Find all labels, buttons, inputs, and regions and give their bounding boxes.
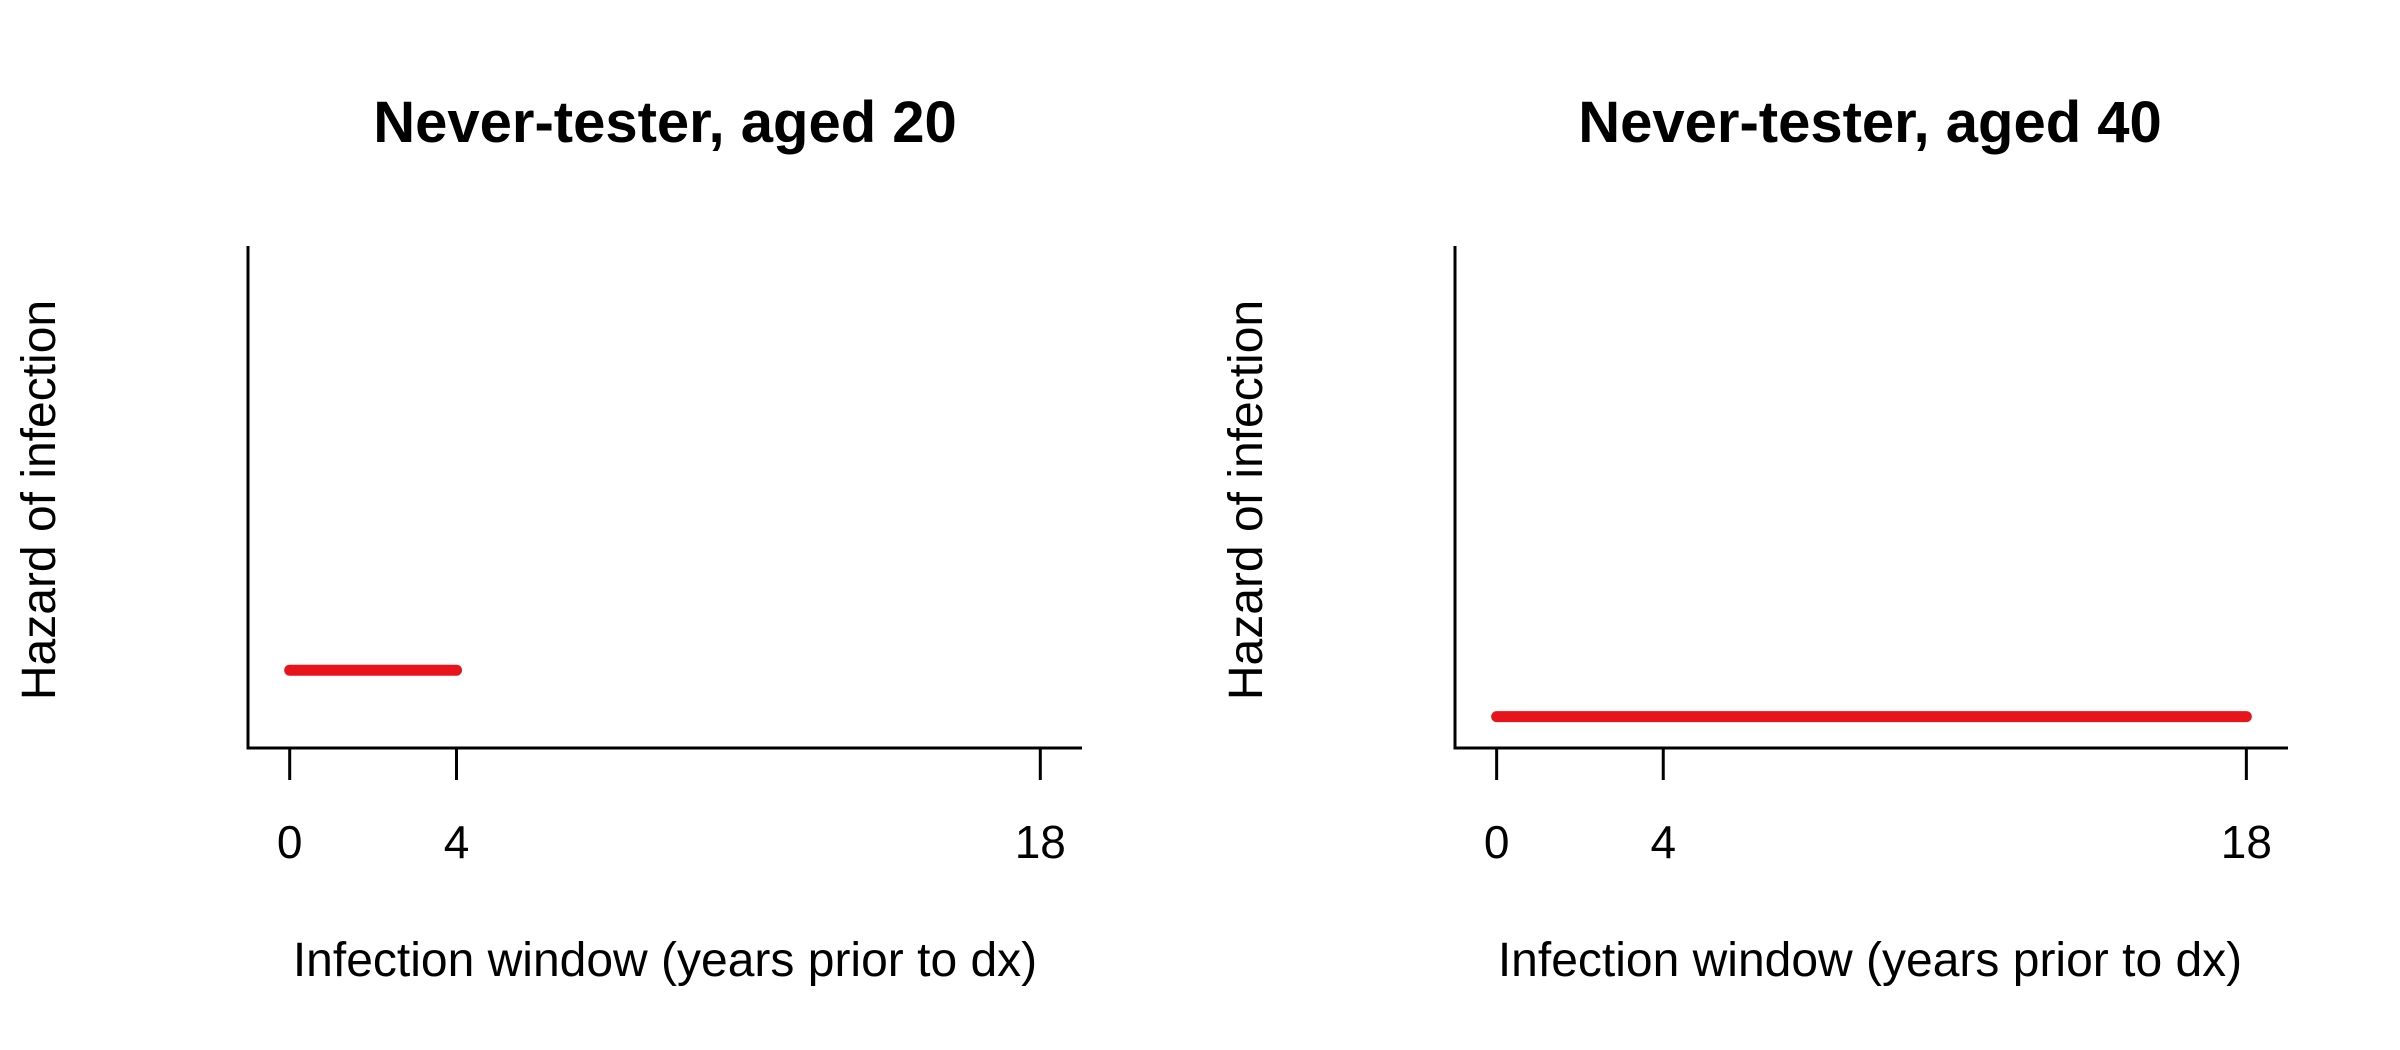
axes-frame [246, 246, 1082, 750]
chart-title: Never-tester, aged 40 [1578, 90, 2162, 155]
x-tick-label: 18 [2221, 816, 2272, 868]
chart-panel-aged-20: Never-tester, aged 20 Hazard of infectio… [13, 90, 1082, 987]
x-tick-label: 0 [277, 816, 303, 868]
x-tick-label: 0 [1484, 816, 1510, 868]
x-tick-label: 4 [1650, 816, 1676, 868]
y-axis-label: Hazard of infection [13, 300, 66, 700]
x-axis-label: Infection window (years prior to dx) [1498, 934, 2242, 987]
chart-title: Never-tester, aged 20 [373, 90, 957, 155]
axes-frame [1453, 246, 2288, 750]
x-tick-label: 18 [1015, 816, 1066, 868]
y-axis-label: Hazard of infection [1220, 300, 1273, 700]
x-tick-label: 4 [444, 816, 470, 868]
x-axis-label: Infection window (years prior to dx) [293, 934, 1037, 987]
chart-panel-aged-40: Never-tester, aged 40 Hazard of infectio… [1220, 90, 2288, 987]
